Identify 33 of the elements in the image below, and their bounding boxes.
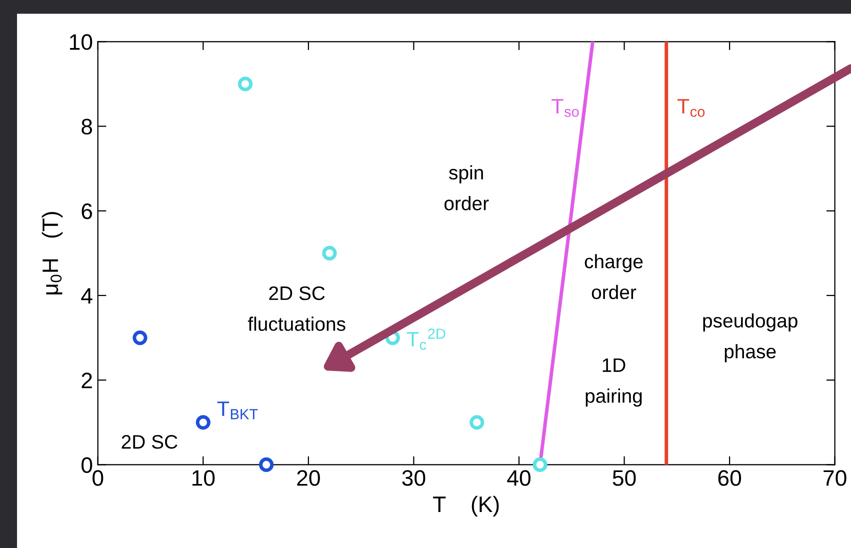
y-tick-label: 0: [82, 457, 92, 473]
point: [132, 330, 148, 346]
x-tick-label: 60: [718, 470, 742, 486]
series-label: T$_{so}$: [552, 99, 579, 117]
annotation: spin order: [444, 165, 489, 210]
point: [259, 457, 274, 472]
y-axis-title: μ$_{0}$H (T): [42, 212, 63, 294]
x-axis-title: T (K): [433, 496, 499, 517]
annotation: pseudogap phase: [703, 313, 798, 362]
point: [196, 415, 210, 430]
y-tick-label: 10: [70, 34, 92, 50]
y-tick-label: 8: [82, 118, 92, 135]
x-tick-label: 20: [297, 470, 320, 486]
point: [238, 76, 253, 92]
y-tick-label: 2: [82, 372, 92, 388]
x-tick-label: 70: [824, 470, 846, 486]
x-tick-label: 10: [192, 470, 215, 486]
series-label: T$_{BKT}$: [217, 402, 258, 420]
annotation: 1D pairing: [586, 358, 642, 407]
x-tick-label: 50: [612, 470, 636, 486]
x-tick-label: 0: [92, 470, 104, 486]
series-label: T$_{c}$$^{2D}$: [406, 328, 446, 350]
point: [322, 246, 337, 260]
y-tick-label: 4: [81, 288, 92, 304]
annotation: 2D SC fluctuations: [248, 286, 346, 331]
x-tick-label: 40: [507, 470, 530, 486]
x-tick-label: 30: [402, 470, 426, 486]
series-label: T$_{co}$: [677, 99, 705, 117]
point: [532, 457, 548, 472]
annotation: 2D SC: [122, 435, 178, 449]
annotation: charge order: [584, 254, 643, 300]
y-tick-label: 6: [82, 203, 92, 220]
point: [470, 415, 484, 430]
